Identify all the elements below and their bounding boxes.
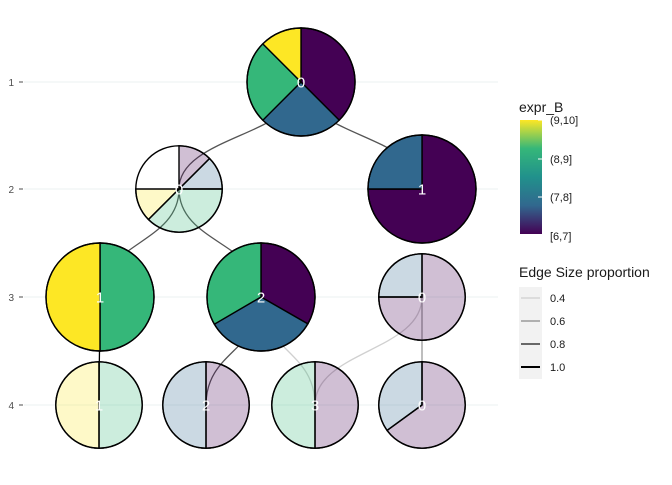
node-r4c0: 0 [378, 361, 466, 449]
edge-size-legend: Edge Size proportion 0.4 0.6 0.8 1.0 [519, 264, 650, 379]
color-legend-bar [520, 120, 542, 234]
y-tick-label: 4 [8, 401, 14, 412]
pie-slice [162, 361, 207, 449]
node-label: 0 [175, 182, 183, 199]
node-label: 1 [95, 398, 103, 415]
node-label: 0 [418, 290, 426, 307]
node-r2c0: 0 [135, 145, 223, 233]
node-outline [367, 134, 477, 244]
node-r4c3: 3 [271, 361, 359, 449]
node-outline [55, 361, 143, 449]
node-outline [378, 253, 466, 341]
node-label: 1 [96, 290, 104, 307]
y-axis: 1 2 3 4 [8, 78, 23, 412]
node-outline [378, 361, 466, 449]
pie-slice [205, 361, 250, 449]
edge-legend-label: 1.0 [550, 362, 565, 374]
edge-legend-label: 0.4 [550, 293, 565, 305]
node-outline [206, 242, 316, 352]
node-r4c2: 2 [162, 361, 250, 449]
y-tick-label: 1 [8, 78, 14, 89]
pie-slice [45, 242, 101, 352]
pie-slice [98, 361, 143, 449]
node-r3c2: 2 [206, 242, 316, 352]
edge-legend-label: 0.8 [550, 339, 565, 351]
node-outline [271, 361, 359, 449]
y-tick-label: 2 [8, 185, 14, 196]
node-r3c0: 0 [378, 253, 466, 341]
node-label: 3 [311, 398, 319, 415]
node-label: 0 [418, 398, 426, 415]
color-legend: expr_B (9,10] (8,9] (7,8] [6,7] [519, 99, 578, 243]
node-outline [246, 27, 356, 137]
pie-slice [271, 361, 316, 449]
pie-slice [367, 134, 423, 190]
node-outline [45, 242, 155, 352]
node-r1c0: 0 [246, 27, 356, 137]
node-label: 0 [297, 75, 305, 92]
edge-legend-label: 0.6 [550, 316, 565, 328]
pie-slice [99, 242, 155, 352]
color-legend-title: expr_B [519, 99, 563, 115]
node-r4c1: 1 [55, 361, 143, 449]
node-label: 2 [257, 290, 265, 307]
y-tick-label: 3 [8, 293, 14, 304]
edge-r3c0-r4c3 [314, 296, 423, 406]
node-label: 1 [418, 182, 426, 199]
color-legend-label: [6,7] [550, 231, 571, 243]
color-legend-label: (8,9] [550, 154, 572, 166]
node-r3c1: 1 [45, 242, 155, 352]
pie-slice [55, 361, 100, 449]
color-legend-label: (9,10] [550, 115, 578, 127]
color-legend-label: (7,8] [550, 192, 572, 204]
node-outline [162, 361, 250, 449]
edge-legend-title: Edge Size proportion [519, 264, 650, 280]
node-label: 2 [202, 398, 210, 415]
nodes: 0 0 1 1 2 0 1 2 3 0 [45, 27, 477, 449]
edge-legend-key-background [519, 287, 542, 379]
node-outline [135, 145, 223, 233]
pie-slice [314, 361, 359, 449]
node-r2c1: 1 [367, 134, 477, 244]
